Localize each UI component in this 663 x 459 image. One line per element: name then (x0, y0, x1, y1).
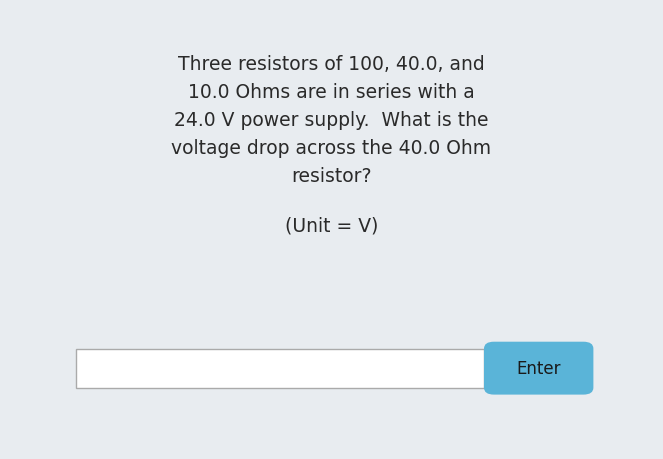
Text: (Unit = V): (Unit = V) (285, 216, 378, 235)
FancyBboxPatch shape (76, 349, 484, 388)
FancyBboxPatch shape (484, 342, 593, 395)
Text: Three resistors of 100, 40.0, and
10.0 Ohms are in series with a
24.0 V power su: Three resistors of 100, 40.0, and 10.0 O… (172, 55, 491, 186)
Text: Enter: Enter (516, 359, 561, 377)
